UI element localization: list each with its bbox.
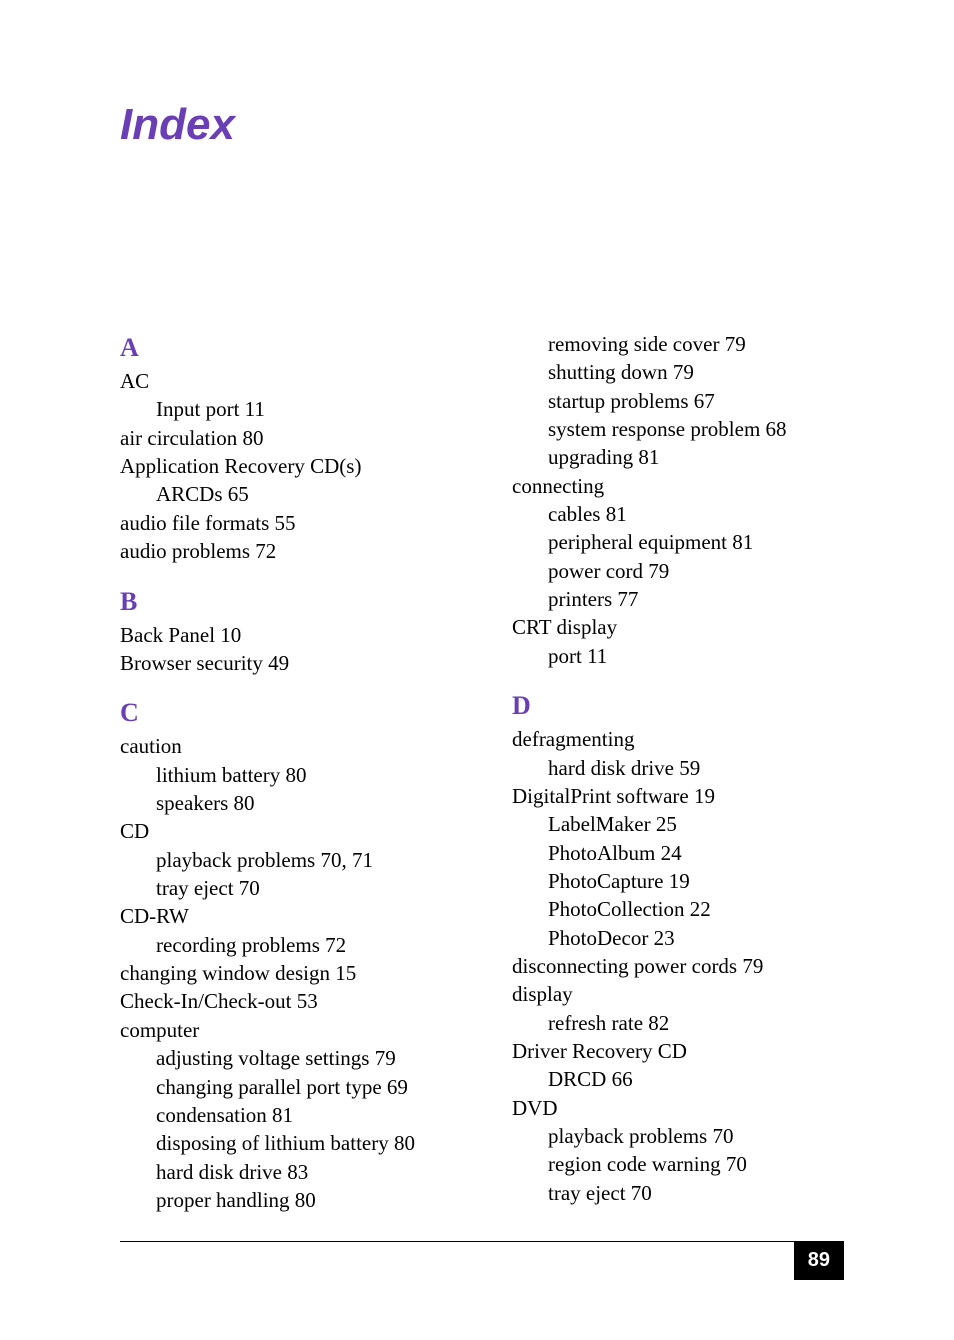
index-entry: proper handling 80 (156, 1186, 452, 1214)
index-entry: upgrading 81 (548, 443, 844, 471)
index-entry: AC (120, 367, 452, 395)
page-footer: 89 (120, 1241, 844, 1280)
index-letter-heading: A (120, 330, 452, 365)
index-letter-heading: C (120, 695, 452, 730)
index-entry: playback problems 70, 71 (156, 846, 452, 874)
index-entry: startup problems 67 (548, 387, 844, 415)
index-entry: Browser security 49 (120, 649, 452, 677)
page-title: Index (120, 100, 844, 150)
index-entry: PhotoCapture 19 (548, 867, 844, 895)
index-entry: air circulation 80 (120, 424, 452, 452)
index-entry: changing window design 15 (120, 959, 452, 987)
index-entry: ARCDs 65 (156, 480, 452, 508)
index-entry: disconnecting power cords 79 (512, 952, 844, 980)
index-entry: system response problem 68 (548, 415, 844, 443)
index-entry: PhotoDecor 23 (548, 924, 844, 952)
index-entry: DigitalPrint software 19 (512, 782, 844, 810)
index-entry: DVD (512, 1094, 844, 1122)
index-letter-heading: D (512, 688, 844, 723)
index-entry: speakers 80 (156, 789, 452, 817)
index-entry: playback problems 70 (548, 1122, 844, 1150)
index-entry: CD-RW (120, 902, 452, 930)
index-entry: lithium battery 80 (156, 761, 452, 789)
index-entry: shutting down 79 (548, 358, 844, 386)
index-entry: peripheral equipment 81 (548, 528, 844, 556)
index-column-right: removing side cover 79shutting down 79st… (512, 330, 844, 1214)
index-entry: hard disk drive 59 (548, 754, 844, 782)
index-entry: printers 77 (548, 585, 844, 613)
index-entry: LabelMaker 25 (548, 810, 844, 838)
index-entry: disposing of lithium battery 80 (156, 1129, 452, 1157)
index-entry: DRCD 66 (548, 1065, 844, 1093)
index-entry: Back Panel 10 (120, 621, 452, 649)
index-entry: region code warning 70 (548, 1150, 844, 1178)
index-entry: refresh rate 82 (548, 1009, 844, 1037)
index-letter-heading: B (120, 584, 452, 619)
index-entry: cables 81 (548, 500, 844, 528)
index-entry: Input port 11 (156, 395, 452, 423)
index-entry: CD (120, 817, 452, 845)
index-entry: Driver Recovery CD (512, 1037, 844, 1065)
index-entry: Application Recovery CD(s) (120, 452, 452, 480)
index-entry: removing side cover 79 (548, 330, 844, 358)
index-entry: adjusting voltage settings 79 (156, 1044, 452, 1072)
index-column-left: AACInput port 11air circulation 80Applic… (120, 330, 452, 1214)
index-entry: power cord 79 (548, 557, 844, 585)
index-entry: hard disk drive 83 (156, 1158, 452, 1186)
index-page: Index AACInput port 11air circulation 80… (0, 0, 954, 1340)
index-entry: Check-In/Check-out 53 (120, 987, 452, 1015)
index-entry: condensation 81 (156, 1101, 452, 1129)
page-number-badge: 89 (794, 1241, 844, 1280)
index-entry: audio file formats 55 (120, 509, 452, 537)
index-entry: changing parallel port type 69 (156, 1073, 452, 1101)
index-columns: AACInput port 11air circulation 80Applic… (120, 330, 844, 1214)
index-entry: CRT display (512, 613, 844, 641)
index-entry: defragmenting (512, 725, 844, 753)
index-entry: port 11 (548, 642, 844, 670)
index-entry: audio problems 72 (120, 537, 452, 565)
index-entry: recording problems 72 (156, 931, 452, 959)
index-entry: tray eject 70 (548, 1179, 844, 1207)
index-entry: PhotoAlbum 24 (548, 839, 844, 867)
index-entry: caution (120, 732, 452, 760)
index-entry: computer (120, 1016, 452, 1044)
index-entry: connecting (512, 472, 844, 500)
index-entry: PhotoCollection 22 (548, 895, 844, 923)
index-entry: display (512, 980, 844, 1008)
index-entry: tray eject 70 (156, 874, 452, 902)
